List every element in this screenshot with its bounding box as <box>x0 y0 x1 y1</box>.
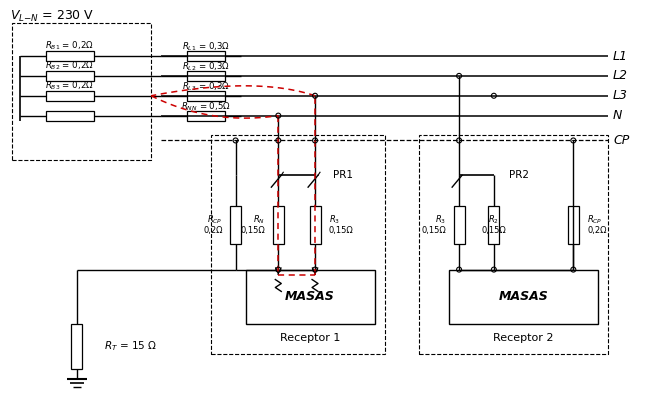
Text: 0,2Ω: 0,2Ω <box>587 227 607 235</box>
Text: $R_2$: $R_2$ <box>488 214 499 226</box>
Text: $R_{NN}$ = 0,5Ω: $R_{NN}$ = 0,5Ω <box>181 100 231 113</box>
Bar <box>46 71 94 81</box>
Text: MASAS: MASAS <box>499 291 548 303</box>
Text: $V_{L\mathdefault{-}N}$ = 230 V: $V_{L\mathdefault{-}N}$ = 230 V <box>10 9 94 24</box>
Text: $R_{B2}$ = 0,2Ω: $R_{B2}$ = 0,2Ω <box>45 60 94 72</box>
Text: MASAS: MASAS <box>285 291 335 303</box>
Text: 0,15Ω: 0,15Ω <box>421 227 446 235</box>
Text: CP: CP <box>613 134 630 147</box>
Bar <box>488 206 499 244</box>
Text: $R_3$: $R_3$ <box>329 214 340 226</box>
Text: L2: L2 <box>613 69 628 82</box>
Bar <box>46 91 94 101</box>
Text: Receptor 1: Receptor 1 <box>280 333 341 343</box>
Text: 0,15Ω: 0,15Ω <box>241 227 265 235</box>
Text: $R_{B1}$ = 0,2Ω: $R_{B1}$ = 0,2Ω <box>45 40 94 52</box>
Bar <box>187 71 224 81</box>
Text: Receptor 2: Receptor 2 <box>493 333 554 343</box>
Bar <box>246 270 375 324</box>
Text: L1: L1 <box>613 49 628 63</box>
Text: $R_{CP}$: $R_{CP}$ <box>207 214 223 226</box>
Bar <box>187 111 224 120</box>
Bar <box>46 111 94 120</box>
Text: $R_{L2}$ = 0,3Ω: $R_{L2}$ = 0,3Ω <box>182 61 230 73</box>
Text: $R_{CP}$: $R_{CP}$ <box>587 214 602 226</box>
Bar <box>310 206 321 244</box>
Text: $R_{L3}$ = 0,3Ω: $R_{L3}$ = 0,3Ω <box>182 81 230 93</box>
Text: L3: L3 <box>613 89 628 102</box>
Text: $R_{L1}$ = 0,3Ω: $R_{L1}$ = 0,3Ω <box>182 41 230 54</box>
Bar <box>187 91 224 101</box>
Text: PR2: PR2 <box>509 170 529 180</box>
Bar <box>71 324 82 369</box>
Bar <box>46 51 94 61</box>
Bar <box>211 135 384 354</box>
Bar <box>273 206 284 244</box>
Text: $R_{B3}$ = 0,2Ω: $R_{B3}$ = 0,2Ω <box>45 79 94 92</box>
Bar <box>453 206 464 244</box>
Bar <box>568 206 579 244</box>
Text: N: N <box>613 109 622 122</box>
Bar <box>449 270 598 324</box>
Text: PR1: PR1 <box>333 170 353 180</box>
Bar <box>230 206 241 244</box>
Text: $R_3$: $R_3$ <box>435 214 446 226</box>
Text: $R_N$: $R_N$ <box>253 214 265 226</box>
Bar <box>187 51 224 61</box>
Text: 0,15Ω: 0,15Ω <box>329 227 353 235</box>
Bar <box>12 23 151 161</box>
Text: 0,2Ω: 0,2Ω <box>203 227 223 235</box>
Text: 0,15Ω: 0,15Ω <box>481 227 506 235</box>
Bar <box>419 135 608 354</box>
Text: $R_T$ = 15 Ω: $R_T$ = 15 Ω <box>104 340 157 354</box>
